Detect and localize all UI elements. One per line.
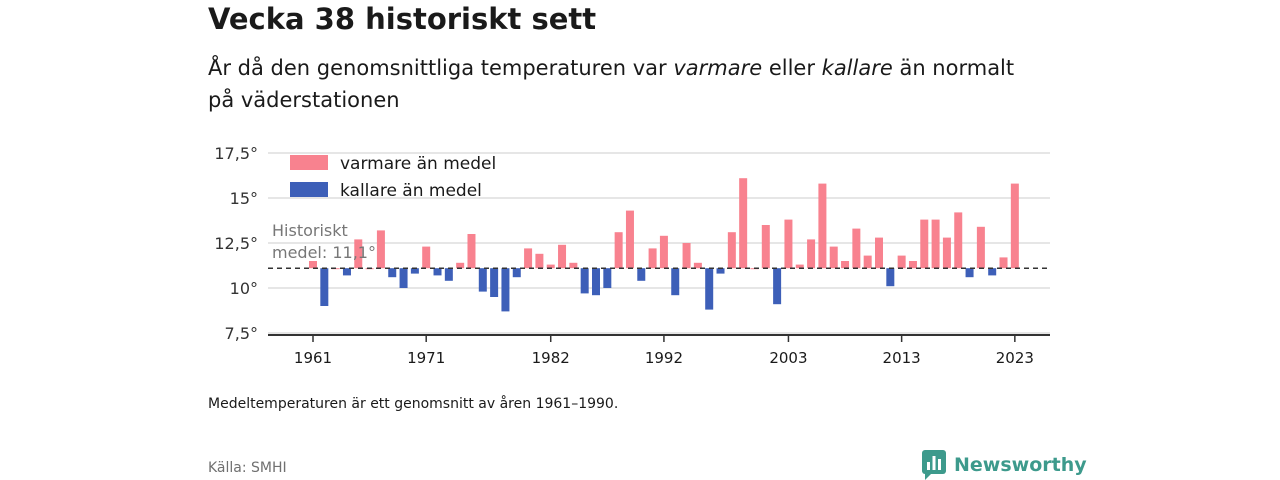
bar	[637, 268, 646, 281]
subtitle-part: eller	[762, 56, 822, 80]
bar	[999, 257, 1008, 269]
bar	[648, 248, 657, 269]
x-tick-label: 2023	[996, 349, 1034, 367]
x-tick-label: 1982	[532, 349, 570, 367]
x-tick-label: 1992	[645, 349, 683, 367]
bar	[739, 178, 748, 269]
baseline-label: medel: 11,1°	[272, 243, 376, 262]
bar	[807, 239, 816, 269]
bar	[320, 268, 329, 306]
bar	[942, 237, 951, 269]
bar	[897, 255, 906, 269]
y-tick-label: 10°	[230, 279, 258, 298]
subtitle-part: än normalt på väderstationen	[208, 56, 1015, 112]
bar	[354, 239, 363, 269]
bar	[761, 225, 770, 269]
bar	[920, 219, 929, 269]
bar	[558, 244, 567, 269]
bar	[456, 262, 465, 269]
bar	[976, 226, 985, 269]
bar	[512, 268, 521, 278]
newsworthy-logo: Newsworthy	[922, 450, 1087, 480]
bar	[580, 268, 589, 294]
bar	[841, 261, 850, 269]
bar	[795, 264, 804, 269]
bar	[546, 264, 555, 269]
chart-title: Vecka 38 historiskt sett	[208, 2, 597, 36]
bar	[659, 235, 668, 269]
bar	[433, 268, 442, 276]
y-tick-label: 15°	[230, 189, 258, 208]
bar	[524, 248, 533, 269]
bar	[376, 230, 385, 269]
bar	[693, 262, 702, 269]
x-tick-label: 1961	[294, 349, 332, 367]
bar	[705, 268, 714, 310]
bar	[592, 268, 600, 296]
bar	[682, 243, 691, 269]
subtitle-emphasis-warm: varmare	[673, 56, 763, 80]
subtitle-emphasis-cold: kallare	[821, 56, 893, 80]
bar	[875, 237, 883, 269]
brand-name: Newsworthy	[954, 454, 1087, 476]
x-tick-label: 1971	[407, 349, 445, 367]
legend-swatch	[290, 155, 328, 170]
legend-label: kallare än medel	[340, 181, 482, 201]
bar	[671, 268, 680, 296]
bar	[614, 232, 623, 269]
bar	[716, 268, 725, 274]
x-tick-label: 2013	[883, 349, 921, 367]
bar	[467, 234, 476, 269]
bar	[444, 268, 453, 281]
bar	[490, 268, 499, 297]
bar	[410, 268, 419, 274]
bar	[399, 268, 408, 288]
bar	[829, 246, 838, 269]
bar	[535, 253, 544, 269]
temperature-bar-chart: 7,5° 10° 12,5° 15° 17,5° 1961 1971 1982 1992 2003…	[214, 144, 1050, 367]
bar	[908, 261, 917, 269]
legend-label: varmare än medel	[340, 154, 496, 174]
y-tick-label: 17,5°	[214, 144, 258, 163]
subtitle-part: År då den genomsnittliga temperaturen va…	[208, 56, 674, 80]
bar	[501, 268, 510, 312]
bar	[965, 268, 974, 278]
y-tick-label: 12,5°	[214, 234, 258, 253]
bar	[727, 232, 736, 269]
y-tick-label: 7,5°	[225, 324, 258, 343]
bar	[784, 219, 793, 269]
bar	[818, 183, 827, 269]
bar	[422, 246, 431, 269]
bar	[625, 210, 634, 269]
bar	[478, 268, 487, 292]
bar	[863, 255, 872, 269]
bar	[773, 268, 782, 305]
chart-subtitle: År då den genomsnittliga temperaturen va…	[208, 52, 1038, 116]
footnote: Medeltemperaturen är ett genomsnitt av å…	[208, 396, 619, 412]
bar	[886, 268, 895, 287]
bar	[569, 262, 578, 269]
bar	[931, 219, 940, 269]
bar	[342, 268, 351, 276]
x-tick-label: 2003	[769, 349, 807, 367]
baseline-label: Historiskt	[272, 221, 348, 240]
bar	[1010, 183, 1019, 269]
bar	[988, 268, 997, 276]
legend-swatch	[290, 182, 328, 197]
bar	[388, 268, 397, 278]
bar	[603, 268, 612, 288]
bar	[309, 261, 317, 269]
source-label: Källa: SMHI	[208, 460, 287, 476]
bar	[954, 212, 963, 269]
newsworthy-logo-icon	[922, 450, 946, 480]
bar	[852, 228, 861, 269]
